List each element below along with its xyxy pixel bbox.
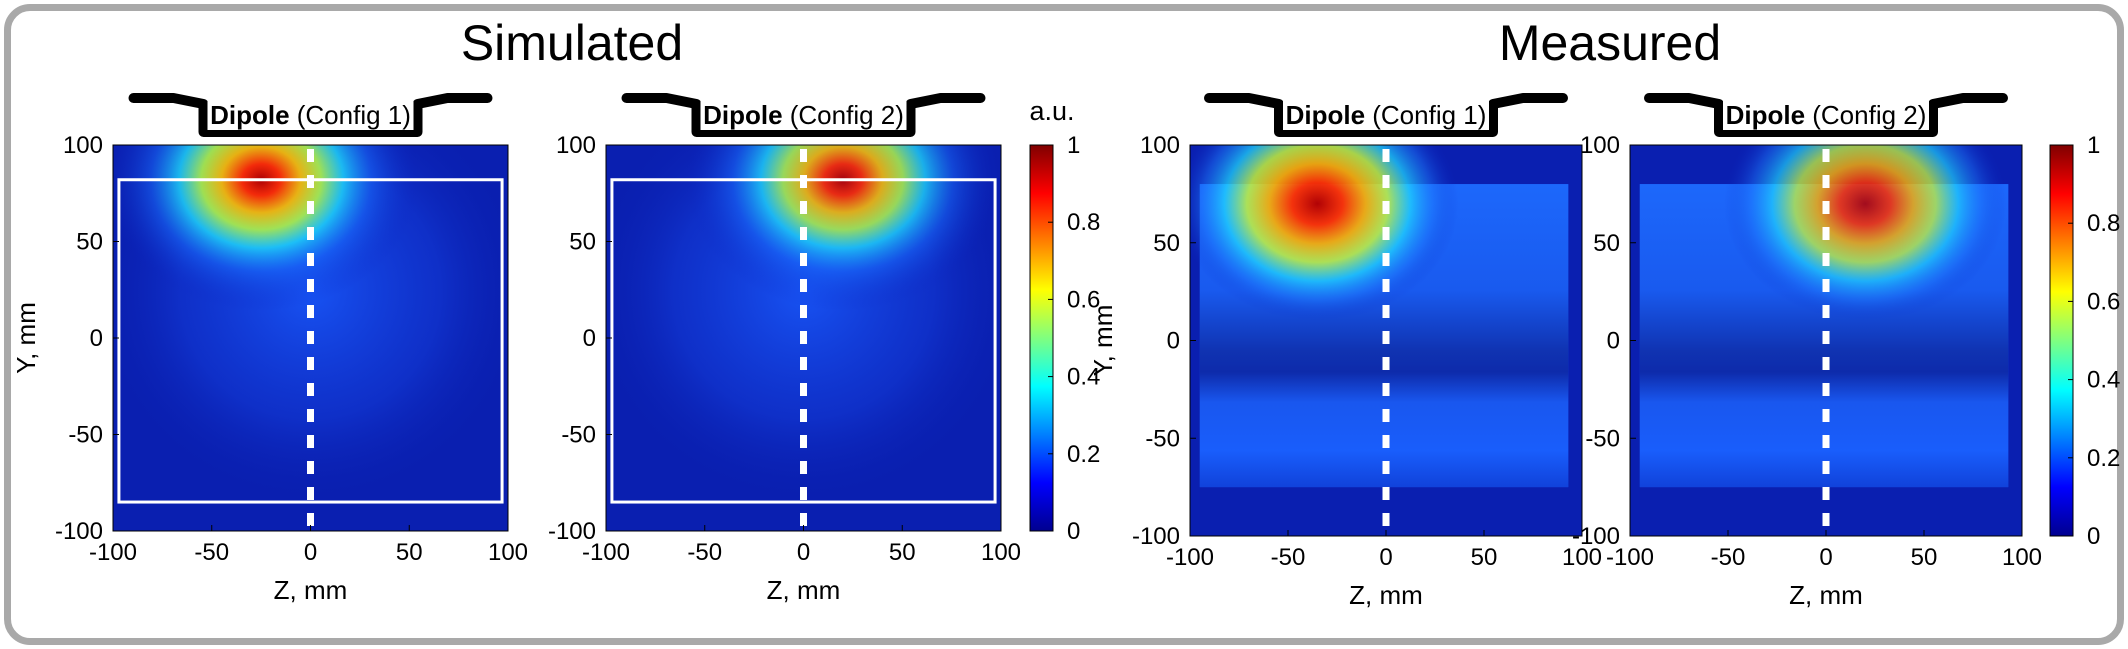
x-tick-label: -50 [1711, 544, 1746, 571]
dipole-label-box [700, 92, 907, 130]
colorbar-gradient [1029, 144, 1054, 532]
y-tick-label: -100 [1132, 523, 1180, 550]
x-tick-label: -50 [687, 539, 722, 566]
y-tick-label: -50 [561, 422, 596, 449]
y-tick-label: 100 [63, 132, 103, 159]
y-tick-label: 0 [90, 325, 103, 352]
field-hotspot [113, 145, 420, 311]
colorbar-tick-label: 0.8 [2087, 210, 2120, 237]
x-tick-label: 50 [1911, 544, 1938, 571]
x-tick-label: -100 [1166, 544, 1214, 571]
x-axis-label: Z, mm [767, 575, 841, 605]
y-tick-label: -100 [55, 518, 103, 545]
x-axis-label: Z, mm [274, 575, 348, 605]
dipole-label-box [1283, 92, 1489, 130]
x-tick-label: 0 [1379, 544, 1392, 571]
heatmap-panel-1: -100 -50 0 50 100 100 50 0 -50 -100 Z, mm Y, mm Dipo… [11, 92, 528, 605]
x-tick-label: -100 [1606, 544, 1654, 571]
x-tick-label: -50 [1271, 544, 1306, 571]
section-title-simulated: Simulated [461, 15, 683, 71]
section-title-measured: Measured [1499, 15, 1721, 71]
colorbar-gradient [2049, 144, 2074, 537]
y-axis-label: Y, mm [11, 302, 41, 374]
y-tick-label: 0 [1607, 328, 1620, 355]
dipole-label-config: (Config 2) [1812, 100, 1926, 130]
y-tick-label: 0 [1167, 328, 1180, 355]
colorbar-tick-label: 1 [1067, 132, 1080, 159]
y-tick-label: 50 [1593, 230, 1620, 257]
x-tick-label: 50 [396, 539, 423, 566]
y-tick-label: 0 [583, 325, 596, 352]
x-tick-label: 100 [2002, 544, 2042, 571]
colorbar-tick-label: 0.4 [1067, 364, 1100, 391]
field-hotspot [1724, 145, 2007, 321]
x-tick-label: -100 [89, 539, 137, 566]
field-hotspot [685, 145, 1001, 311]
y-axis-label: Y, mm [1088, 305, 1118, 377]
x-tick-label: 0 [797, 539, 810, 566]
y-tick-label: -50 [1585, 425, 1620, 452]
x-tick-label: 100 [1562, 544, 1602, 571]
dipole-label-config: (Config 2) [790, 100, 904, 130]
colorbar-tick-label: 0.2 [2087, 445, 2120, 472]
dipole-label-bold: Dipole [1726, 100, 1813, 130]
dipole-bracket-icon [1644, 93, 2008, 137]
colorbar-1: 0 0.2 0.4 0.6 0.8 1 [1029, 132, 1100, 545]
dipole-label-config: (Config 1) [297, 100, 411, 130]
colorbar-tick-label: 0.4 [2087, 367, 2120, 394]
dipole-label-config: (Config 1) [1372, 100, 1486, 130]
colorbar-tick-label: 0 [2087, 523, 2100, 550]
y-tick-label: 50 [569, 229, 596, 256]
colorbar-tick-label: 0.8 [1067, 209, 1100, 236]
dipole-config-label: Dipole (Config 2) [703, 100, 904, 130]
dipole-config-label: Dipole (Config 1) [210, 100, 411, 130]
dipole-label-bold: Dipole [210, 100, 297, 130]
y-tick-label: 100 [1580, 132, 1620, 159]
dipole-label-bold: Dipole [703, 100, 790, 130]
dipole-config-label: Dipole (Config 1) [1286, 100, 1487, 130]
x-tick-label: 0 [1819, 544, 1832, 571]
x-axis-label: Z, mm [1349, 580, 1423, 610]
heatmap-panel-3: -100 -50 0 50 100 100 50 0 -50 -100 Z, mm Y, mm Dipo… [1088, 92, 1602, 610]
colorbar-tick-label: 0.6 [1067, 286, 1100, 313]
dipole-config-label: Dipole (Config 2) [1726, 100, 1927, 130]
heatmap-panel-2: -100 -50 0 50 100 100 50 0 -50 -100 Z, mm Dipole (C… [548, 92, 1021, 605]
field-hotspot [1190, 145, 1459, 321]
dipole-bracket-icon [621, 93, 986, 137]
heatmap-field [606, 145, 1001, 504]
heatmap-field [113, 145, 508, 504]
y-tick-label: 50 [1153, 230, 1180, 257]
x-tick-label: -50 [194, 539, 229, 566]
dipole-label-bold: Dipole [1286, 100, 1373, 130]
heatmap-panel-4: -100 -50 0 50 100 100 50 0 -50 -100 Z, mm Dipole (C… [1572, 92, 2042, 610]
x-axis-label: Z, mm [1789, 580, 1863, 610]
dipole-bracket-icon [128, 93, 493, 137]
x-tick-label: 100 [488, 539, 528, 566]
colorbar-tick-label: 0 [1067, 518, 1080, 545]
x-tick-label: 100 [981, 539, 1021, 566]
colorbar-2: 0 0.2 0.4 0.6 0.8 1 [2049, 132, 2120, 550]
y-tick-label: 100 [1140, 132, 1180, 159]
y-tick-label: -100 [548, 518, 596, 545]
dipole-label-box [207, 92, 414, 130]
x-tick-label: -100 [582, 539, 630, 566]
x-tick-label: 50 [889, 539, 916, 566]
y-tick-label: 100 [556, 132, 596, 159]
dipole-bracket-icon [1204, 93, 1568, 137]
colorbar-tick-label: 1 [2087, 132, 2100, 159]
y-tick-label: -100 [1572, 523, 1620, 550]
x-tick-label: 0 [304, 539, 317, 566]
y-tick-label: -50 [1145, 425, 1180, 452]
colorbars: 0 0.2 0.4 0.6 0.8 1 0 0.2 0.4 0.6 0.8 1 [1029, 132, 2120, 550]
colorbar-tick-label: 0.2 [1067, 441, 1100, 468]
y-tick-label: 50 [76, 229, 103, 256]
x-tick-label: 50 [1471, 544, 1498, 571]
y-tick-label: -50 [68, 422, 103, 449]
dipole-label-box [1723, 92, 1929, 130]
colorbar-tick-label: 0.6 [2087, 288, 2120, 315]
colorbar-unit-label: a.u. [1029, 96, 1074, 126]
